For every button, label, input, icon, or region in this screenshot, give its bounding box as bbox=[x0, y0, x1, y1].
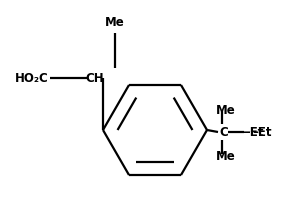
Text: CH: CH bbox=[86, 71, 104, 84]
Text: Me: Me bbox=[216, 104, 236, 117]
Text: HO₂C: HO₂C bbox=[15, 71, 49, 84]
Text: Me: Me bbox=[216, 151, 236, 163]
Text: C: C bbox=[220, 125, 228, 138]
Text: Me: Me bbox=[105, 15, 125, 28]
Text: –Et: –Et bbox=[252, 125, 272, 138]
Text: —Et: —Et bbox=[238, 125, 263, 138]
